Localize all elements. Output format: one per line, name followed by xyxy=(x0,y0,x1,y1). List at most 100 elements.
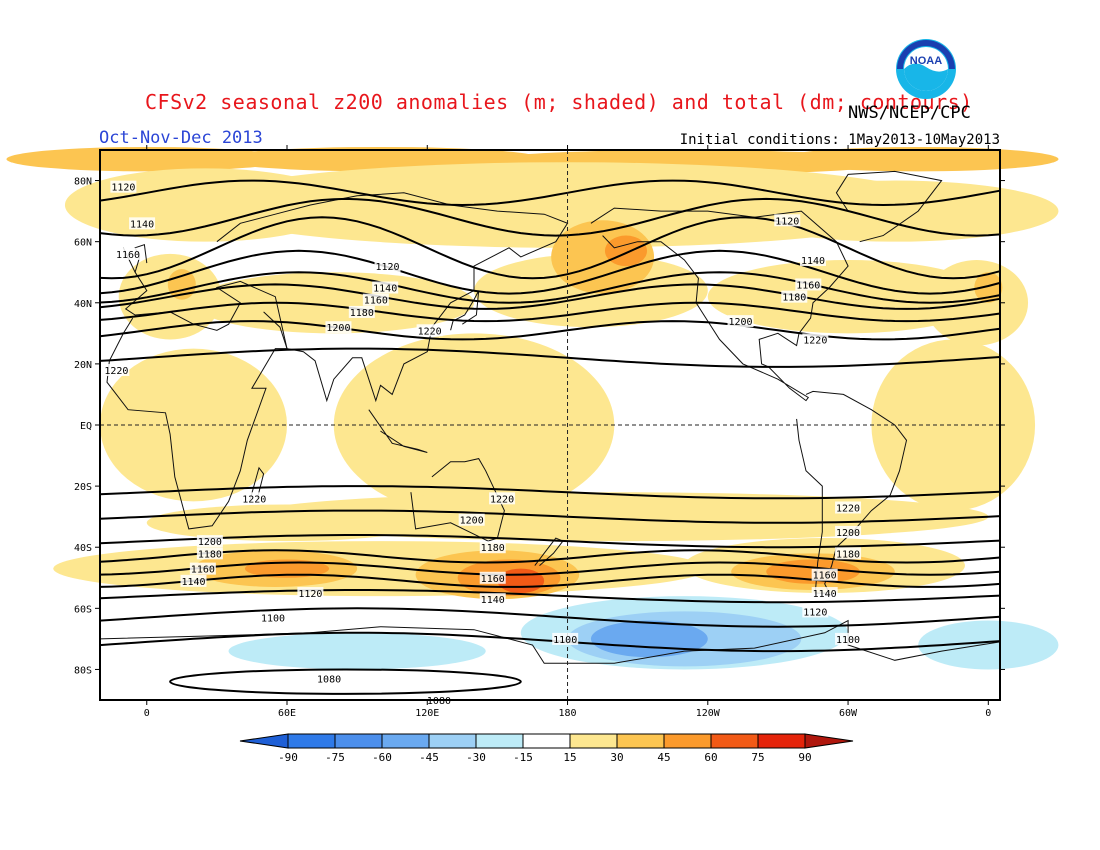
lat-label: 60N xyxy=(74,238,92,249)
contour-label: 1180 xyxy=(350,308,374,319)
lat-label: 20N xyxy=(74,360,92,371)
contour-label-bg xyxy=(479,593,506,606)
contour-label: 1120 xyxy=(775,216,799,227)
contour-label: 1160 xyxy=(116,250,140,261)
noaa-logo-icon: NOAA xyxy=(896,39,956,99)
contour-label: 1220 xyxy=(490,494,514,505)
height-contour xyxy=(99,347,1001,368)
lon-label: 0 xyxy=(144,708,150,719)
anomaly-shade xyxy=(871,339,1036,511)
contour-label-bg xyxy=(835,525,862,538)
height-contour xyxy=(169,668,522,695)
coastline xyxy=(134,244,148,273)
lon-label: 180 xyxy=(559,708,577,719)
contour-label: 1200 xyxy=(728,317,752,328)
height-contour xyxy=(99,561,1001,576)
anomaly-shade xyxy=(6,146,288,172)
height-contour xyxy=(99,197,1001,237)
contour-label-bg xyxy=(372,281,399,294)
height-contour xyxy=(99,283,1001,310)
contour-label: 1120 xyxy=(803,607,827,618)
height-contour xyxy=(99,549,1001,564)
contour-label-bg xyxy=(180,574,207,587)
contour-label: 1160 xyxy=(796,280,820,291)
height-contour xyxy=(99,485,1001,500)
contour-label-bg xyxy=(325,321,352,334)
initial-conditions-label: Initial conditions: 1May2013-10May2013 xyxy=(679,132,1000,148)
contour-label-bg xyxy=(348,305,375,318)
height-contour xyxy=(99,301,1001,323)
contour-label: 1120 xyxy=(298,589,322,600)
contour-label: 1120 xyxy=(111,183,135,194)
contour-label-bg xyxy=(374,260,401,273)
coastline xyxy=(368,409,428,453)
lat-label: EQ xyxy=(80,421,92,432)
contour-label: 1220 xyxy=(242,494,266,505)
contour-label-bg xyxy=(811,568,838,581)
contour-label-bg xyxy=(479,571,506,584)
contour-label-bg xyxy=(362,293,389,306)
contour-label: 1140 xyxy=(801,256,825,267)
contour-label: 1100 xyxy=(836,635,860,646)
anomaly-shade xyxy=(918,620,1059,670)
contour-label-bg xyxy=(781,290,808,303)
coastline xyxy=(590,207,849,402)
chart-title: CFSv2 seasonal z200 anomalies (m; shaded… xyxy=(145,90,973,114)
height-contour xyxy=(99,509,1001,524)
anomaly-shade xyxy=(240,492,989,542)
contour-label-bg xyxy=(835,501,862,514)
contour-label-bg xyxy=(835,547,862,560)
contour-label: 1180 xyxy=(198,549,222,560)
contour-label: 1220 xyxy=(836,504,860,515)
contour-label-bg xyxy=(811,587,838,600)
lat-label: 40N xyxy=(74,299,92,310)
contour-label: 1200 xyxy=(460,516,484,527)
contour-label: 1080 xyxy=(427,696,451,707)
contour-label: 1140 xyxy=(130,219,154,230)
contour-label: 1180 xyxy=(782,293,806,304)
agency-label: NWS/NCEP/CPC xyxy=(848,103,971,123)
contour-label: 1200 xyxy=(198,537,222,548)
contour-label: 1140 xyxy=(481,595,505,606)
lon-label: 0 xyxy=(985,708,991,719)
contour-label-bg xyxy=(802,333,829,346)
contour-label: 1140 xyxy=(181,577,205,588)
contour-label-bg xyxy=(416,324,443,337)
contour-label-bg xyxy=(802,605,829,618)
contour-label: 1200 xyxy=(836,528,860,539)
contour-label-bg xyxy=(129,217,156,230)
contour-label-bg xyxy=(196,547,223,560)
coastline xyxy=(410,458,505,542)
contour-label-bg xyxy=(297,587,324,600)
height-contour xyxy=(99,589,1001,604)
coastline xyxy=(216,192,569,403)
anomaly-shade xyxy=(777,146,1059,172)
contour-label-bg xyxy=(795,278,822,291)
contour-label-bg xyxy=(552,632,579,645)
contour-label-bg xyxy=(189,562,216,575)
contour-label-bg xyxy=(115,247,142,260)
contour-label-bg xyxy=(774,214,801,227)
contour-label: 1080 xyxy=(317,675,341,686)
contour-label: 1220 xyxy=(418,326,442,337)
height-contour xyxy=(99,631,1001,653)
lon-label: 60W xyxy=(839,708,858,719)
contour-label: 1160 xyxy=(364,296,388,307)
contour-label: 1220 xyxy=(104,366,128,377)
contour-label: 1100 xyxy=(261,614,285,625)
contour-label: 1180 xyxy=(481,543,505,554)
contour-label-bg xyxy=(727,315,754,328)
lon-label: 120W xyxy=(696,708,721,719)
height-contour xyxy=(99,607,1001,628)
anomaly-shade xyxy=(604,235,648,267)
lat-label: 20S xyxy=(74,482,92,493)
contour-label-bg xyxy=(835,632,862,645)
coastline xyxy=(99,619,1001,664)
contour-label: 1120 xyxy=(375,262,399,273)
contour-label-bg xyxy=(799,254,826,266)
contour-label: 1160 xyxy=(191,565,215,576)
lat-label: 80N xyxy=(74,177,92,188)
contour-label: 1140 xyxy=(813,589,837,600)
contour-label-bg xyxy=(103,364,130,376)
